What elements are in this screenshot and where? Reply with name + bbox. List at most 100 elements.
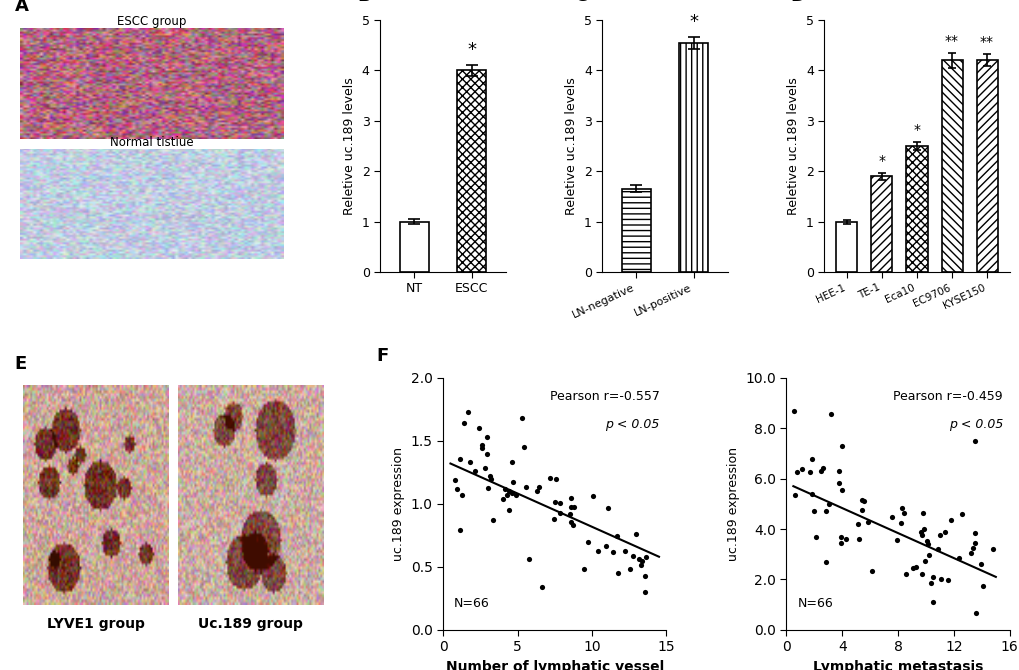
Point (467, 466, 483, 477)
Point (625, 550, 641, 561)
Text: p < 0.05: p < 0.05 (948, 418, 1002, 431)
Y-axis label: Reletive uc.189 levels: Reletive uc.189 levels (787, 77, 800, 215)
Point (507, 490, 524, 500)
Point (547, 474, 564, 484)
Point (494, 494, 511, 505)
Text: A: A (15, 0, 29, 15)
Point (863, 565, 879, 576)
Point (478, 449, 494, 460)
Point (545, 514, 561, 525)
Point (822, 409, 839, 419)
Bar (399, 222, 429, 272)
Point (609, 568, 626, 579)
Point (615, 546, 632, 557)
Point (534, 582, 550, 592)
Point (546, 496, 562, 507)
Point (560, 509, 577, 519)
Point (504, 477, 521, 488)
Point (453, 490, 470, 500)
Point (500, 486, 517, 496)
Point (938, 575, 955, 586)
Point (829, 466, 846, 476)
Point (604, 547, 621, 557)
Point (637, 551, 653, 562)
Point (597, 541, 613, 552)
Point (904, 563, 920, 574)
Point (786, 405, 802, 416)
Point (529, 486, 545, 496)
Point (516, 442, 532, 452)
Point (805, 506, 821, 517)
Text: C: C (574, 0, 587, 5)
Point (935, 526, 952, 537)
Point (589, 545, 605, 556)
Text: LYVE1 group: LYVE1 group (47, 617, 145, 631)
Text: B: B (357, 0, 371, 5)
Point (924, 596, 941, 607)
Point (954, 509, 970, 520)
Point (562, 502, 579, 513)
Point (803, 454, 819, 464)
Bar (621, 189, 651, 272)
Point (565, 502, 581, 513)
Point (470, 422, 486, 433)
Text: **: ** (979, 36, 994, 50)
Point (912, 527, 928, 538)
Point (893, 502, 909, 513)
Point (631, 553, 647, 564)
Point (897, 569, 913, 580)
Point (454, 417, 471, 428)
Point (855, 496, 871, 507)
Point (834, 441, 850, 452)
Point (924, 572, 941, 582)
Bar (975, 60, 997, 272)
Point (854, 505, 870, 515)
Point (812, 465, 828, 476)
Point (928, 543, 945, 554)
Point (498, 490, 515, 500)
Point (962, 548, 978, 559)
Point (807, 532, 823, 543)
Point (967, 608, 983, 618)
Point (485, 515, 501, 526)
Point (850, 534, 866, 545)
Point (803, 488, 819, 499)
X-axis label: Lymphatic metastasis: Lymphatic metastasis (812, 660, 982, 670)
Point (971, 559, 987, 570)
Point (564, 520, 580, 531)
Bar (870, 176, 892, 272)
X-axis label: Number of lymphatic vessel: Number of lymphatic vessel (445, 660, 663, 670)
Point (964, 543, 980, 553)
Point (514, 413, 530, 423)
Point (503, 488, 520, 498)
Point (584, 491, 600, 502)
Text: **: ** (944, 34, 958, 48)
Point (503, 457, 520, 468)
Point (966, 436, 982, 447)
Point (562, 517, 579, 528)
Point (966, 537, 982, 548)
Point (819, 499, 836, 510)
Point (817, 557, 834, 567)
Y-axis label: uc.189 expression: uc.189 expression (391, 447, 405, 561)
Point (451, 525, 468, 535)
Text: N=66: N=66 (797, 597, 833, 610)
Text: E: E (14, 355, 26, 373)
Point (912, 569, 928, 580)
Text: *: * (877, 153, 884, 168)
Y-axis label: Reletive uc.189 levels: Reletive uc.189 levels (565, 77, 578, 215)
Point (636, 570, 652, 581)
Point (788, 466, 804, 477)
Point (907, 561, 923, 572)
Point (460, 407, 476, 417)
Bar (678, 43, 708, 272)
Point (859, 517, 875, 527)
Point (787, 489, 803, 500)
Point (950, 553, 966, 563)
Point (883, 512, 900, 523)
Point (918, 535, 934, 546)
Point (500, 505, 517, 515)
Text: D: D (790, 0, 805, 5)
Point (575, 563, 591, 574)
Point (914, 508, 930, 519)
